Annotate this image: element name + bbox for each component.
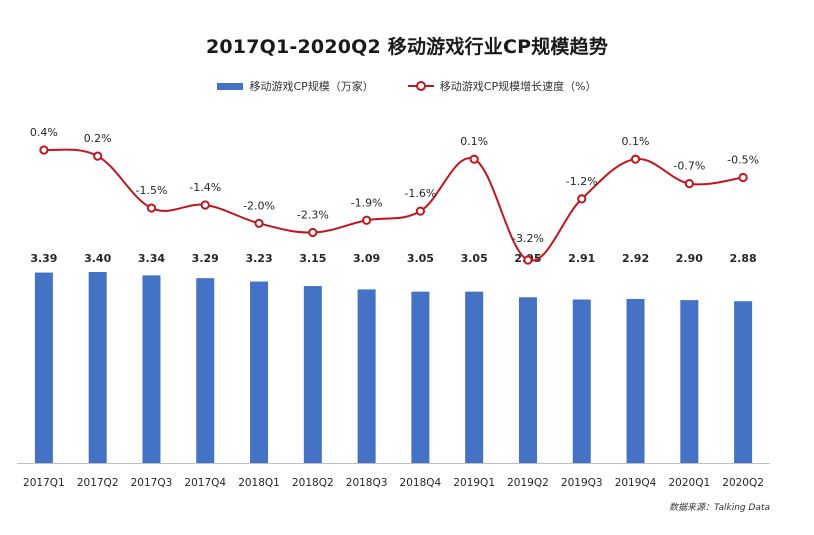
bar-2019Q4: [626, 298, 645, 463]
growth-value-label-2020Q1: -0.7%: [673, 160, 705, 173]
bar-value-label-2017Q2: 3.40: [84, 252, 111, 265]
growth-value-label-2018Q2: -2.3%: [297, 209, 329, 222]
bar-2017Q4: [196, 278, 215, 463]
legend-item-line: 移动游戏CP规模增长速度（%）: [407, 78, 597, 94]
x-tick-label-2018Q2: 2018Q2: [292, 477, 334, 489]
growth-marker-2018Q3: [362, 215, 372, 225]
growth-value-label-2019Q2: -3.2%: [512, 232, 544, 245]
bar-2020Q1: [680, 300, 699, 463]
x-tick-label-2019Q4: 2019Q4: [615, 477, 657, 489]
growth-value-label-2018Q1: -2.0%: [243, 199, 275, 212]
x-tick-label-2018Q4: 2018Q4: [400, 477, 442, 489]
bar-value-label-2019Q1: 3.05: [461, 252, 488, 265]
x-tick-label-2017Q4: 2017Q4: [184, 477, 226, 489]
bar-value-label-2019Q4: 2.92: [622, 252, 649, 265]
growth-marker-2020Q2: [738, 172, 748, 183]
growth-marker-2019Q3: [577, 194, 587, 204]
bar-value-label-2020Q1: 2.90: [676, 252, 703, 265]
growth-marker-2019Q4: [630, 154, 641, 164]
bar-2018Q1: [250, 281, 269, 463]
bar-2019Q2: [518, 297, 537, 463]
x-tick-label-2017Q2: 2017Q2: [77, 477, 119, 489]
growth-marker-2018Q1: [254, 218, 264, 228]
legend-bar-label: 移动游戏CP规模（万家）: [249, 80, 374, 93]
x-tick-label-2019Q2: 2019Q2: [507, 477, 549, 489]
growth-marker-2017Q1: [39, 145, 49, 155]
bar-2018Q3: [357, 289, 376, 463]
growth-value-label-2017Q1: 0.4%: [30, 126, 58, 139]
chart-legend: 移动游戏CP规模（万家） 移动游戏CP规模增长速度（%）: [0, 78, 814, 94]
bar-2017Q2: [88, 272, 107, 463]
bar-value-label-2017Q3: 3.34: [138, 252, 165, 265]
bar-value-label-2019Q3: 2.91: [568, 252, 595, 265]
growth-value-label-2020Q2: -0.5%: [727, 154, 759, 167]
growth-marker-2017Q2: [93, 151, 103, 161]
growth-value-label-2019Q1: 0.1%: [460, 135, 488, 148]
legend-item-bar: 移动游戏CP规模（万家）: [217, 78, 374, 94]
growth-marker-2017Q4: [200, 200, 210, 210]
growth-marker-2019Q1: [469, 154, 479, 164]
growth-marker-2020Q1: [684, 179, 694, 189]
x-tick-label-2018Q3: 2018Q3: [346, 477, 388, 489]
legend-line-swatch: [407, 81, 434, 91]
source-note: 数据来源：Talking Data: [668, 503, 770, 513]
chart-title: 2017Q1-2020Q2 移动游戏行业CP规模趋势: [205, 36, 609, 58]
x-tick-label-2019Q3: 2019Q3: [561, 477, 603, 489]
growth-marker-2017Q3: [146, 203, 157, 213]
x-tick-label-2017Q3: 2017Q3: [131, 477, 173, 489]
growth-marker-2019Q2: [523, 255, 533, 265]
bar-value-label-2020Q2: 2.88: [730, 252, 757, 265]
bar-value-label-2018Q1: 3.23: [245, 252, 272, 265]
bar-value-label-2017Q4: 3.29: [192, 252, 219, 265]
x-tick-label-2018Q1: 2018Q1: [238, 477, 280, 489]
x-tick-label-2019Q1: 2019Q1: [453, 477, 495, 489]
x-tick-label-2020Q2: 2020Q2: [722, 477, 764, 489]
growth-value-label-2017Q2: 0.2%: [84, 132, 112, 145]
growth-value-label-2019Q4: 0.1%: [622, 135, 650, 148]
growth-marker-2018Q4: [415, 206, 425, 216]
bar-2018Q2: [303, 286, 322, 463]
growth-value-label-2019Q3: -1.2%: [566, 175, 598, 188]
x-tick-label-2020Q1: 2020Q1: [668, 477, 710, 489]
bar-2019Q3: [572, 299, 591, 463]
x-tick-label-2017Q1: 2017Q1: [23, 477, 65, 489]
bar-2020Q2: [734, 301, 753, 463]
bar-2019Q1: [465, 291, 484, 463]
bar-2017Q3: [142, 275, 161, 463]
bar-value-label-2017Q1: 3.39: [30, 252, 57, 265]
bar-value-label-2018Q4: 3.05: [407, 252, 434, 265]
bar-value-label-2018Q2: 3.15: [299, 252, 326, 265]
bar-2017Q1: [34, 272, 53, 463]
growth-value-label-2017Q3: -1.5%: [136, 184, 168, 197]
bar-value-label-2018Q3: 3.09: [353, 252, 380, 265]
legend-line-label: 移动游戏CP规模增长速度（%）: [439, 80, 597, 93]
legend-bar-swatch: [217, 82, 244, 90]
bar-2018Q4: [411, 291, 430, 463]
growth-marker-2018Q2: [308, 227, 318, 238]
growth-value-label-2017Q4: -1.4%: [189, 181, 221, 194]
growth-value-label-2018Q4: -1.6%: [404, 187, 436, 200]
growth-value-label-2018Q3: -1.9%: [351, 196, 383, 209]
